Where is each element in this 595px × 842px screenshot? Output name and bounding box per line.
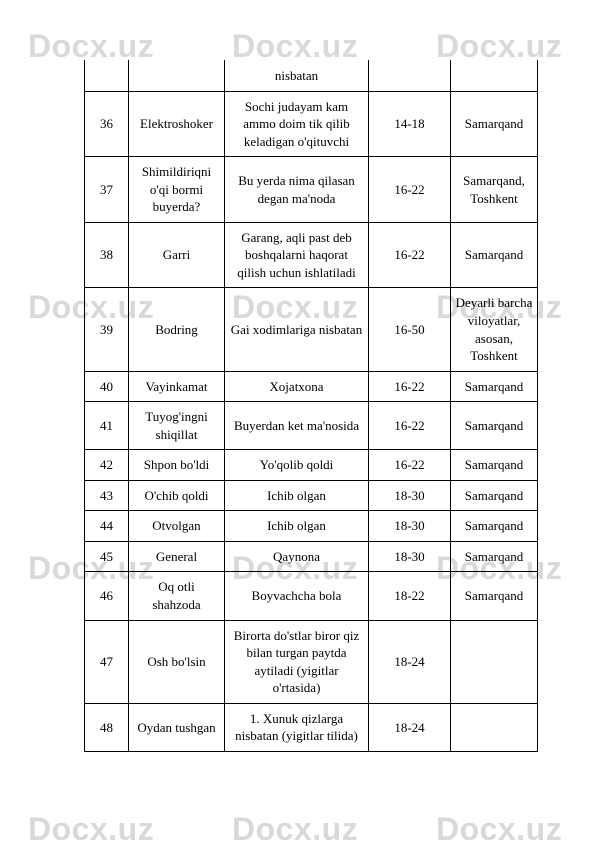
- cell-age: 16-22: [369, 157, 451, 223]
- table-row: 42 Shpon bo'ldi Yo'qolib qoldi 16-22 Sam…: [85, 450, 538, 481]
- cell-num: 45: [85, 541, 129, 572]
- table-row: 41 Tuyog'ingni shiqillat Buyerdan ket ma…: [85, 402, 538, 450]
- page-content: nisbatan 36 Elektroshoker Sochi judayam …: [0, 0, 595, 792]
- cell-age: 16-22: [369, 450, 451, 481]
- cell-region: [451, 620, 538, 703]
- cell-term: Vayinkamat: [129, 371, 225, 402]
- table-row: nisbatan: [85, 61, 538, 92]
- table-row: 43 O'chib qoldi Ichib olgan 18-30 Samarq…: [85, 480, 538, 511]
- cell-meaning: Garang, aqli past deb boshqalarni haqora…: [225, 222, 369, 288]
- cell-meaning: nisbatan: [225, 61, 369, 92]
- table-row: 45 General Qaynona 18-30 Samarqand: [85, 541, 538, 572]
- cell-num: 40: [85, 371, 129, 402]
- table-row: 39 Bodring Gai xodimlariga nisbatan 16-5…: [85, 288, 538, 371]
- cell-num: 42: [85, 450, 129, 481]
- table-row: 38 Garri Garang, aqli past deb boshqalar…: [85, 222, 538, 288]
- table-row: 37 Shimildiriqni o'qi bormi buyerda? Bu …: [85, 157, 538, 223]
- cell-num: 39: [85, 288, 129, 371]
- cell-num: [85, 61, 129, 92]
- cell-age: 16-50: [369, 288, 451, 371]
- cell-num: 43: [85, 480, 129, 511]
- cell-meaning: Buyerdan ket ma'nosida: [225, 402, 369, 450]
- cell-term: Shimildiriqni o'qi bormi buyerda?: [129, 157, 225, 223]
- cell-region: Samarqand: [451, 402, 538, 450]
- watermark: Docx.uz: [28, 811, 154, 842]
- cell-meaning: Ichib olgan: [225, 511, 369, 542]
- cell-age: 18-30: [369, 511, 451, 542]
- cell-meaning: Qaynona: [225, 541, 369, 572]
- cell-age: 18-30: [369, 541, 451, 572]
- cell-num: 48: [85, 703, 129, 751]
- cell-term: Otvolgan: [129, 511, 225, 542]
- cell-num: 38: [85, 222, 129, 288]
- cell-age: 18-22: [369, 572, 451, 620]
- cell-meaning: Ichib olgan: [225, 480, 369, 511]
- cell-region: [451, 61, 538, 92]
- cell-region: Samarqand: [451, 541, 538, 572]
- cell-num: 37: [85, 157, 129, 223]
- cell-age: 18-24: [369, 620, 451, 703]
- cell-num: 47: [85, 620, 129, 703]
- cell-age: 16-22: [369, 222, 451, 288]
- cell-term: Oq otli shahzoda: [129, 572, 225, 620]
- cell-age: 16-22: [369, 371, 451, 402]
- cell-region: Samarqand: [451, 450, 538, 481]
- vocabulary-table: nisbatan 36 Elektroshoker Sochi judayam …: [84, 60, 538, 752]
- cell-term: O'chib qoldi: [129, 480, 225, 511]
- table-row: 46 Oq otli shahzoda Boyvachcha bola 18-2…: [85, 572, 538, 620]
- cell-term: Elektroshoker: [129, 91, 225, 157]
- table-body: nisbatan 36 Elektroshoker Sochi judayam …: [85, 61, 538, 752]
- cell-region: Samarqand: [451, 222, 538, 288]
- cell-region: Deyarli barcha viloyatlar, asosan, Toshk…: [451, 288, 538, 371]
- cell-meaning: Yo'qolib qoldi: [225, 450, 369, 481]
- cell-age: 18-24: [369, 703, 451, 751]
- cell-term: General: [129, 541, 225, 572]
- cell-meaning: Birorta do'stlar biror qiz bilan turgan …: [225, 620, 369, 703]
- cell-region: Samarqand: [451, 371, 538, 402]
- cell-region: Samarqand: [451, 480, 538, 511]
- cell-term: Oydan tushgan: [129, 703, 225, 751]
- cell-num: 36: [85, 91, 129, 157]
- table-row: 40 Vayinkamat Xojatxona 16-22 Samarqand: [85, 371, 538, 402]
- cell-num: 46: [85, 572, 129, 620]
- table-row: 48 Oydan tushgan 1. Xunuk qizlarga nisba…: [85, 703, 538, 751]
- cell-num: 44: [85, 511, 129, 542]
- cell-region: Samarqand, Toshkent: [451, 157, 538, 223]
- cell-meaning: Bu yerda nima qilasan degan ma'noda: [225, 157, 369, 223]
- cell-age: [369, 61, 451, 92]
- cell-age: 16-22: [369, 402, 451, 450]
- watermark: Docx.uz: [232, 811, 358, 842]
- table-row: 47 Osh bo'lsin Birorta do'stlar biror qi…: [85, 620, 538, 703]
- table-row: 36 Elektroshoker Sochi judayam kam ammo …: [85, 91, 538, 157]
- watermark: Docx.uz: [436, 811, 562, 842]
- cell-meaning: Gai xodimlariga nisbatan: [225, 288, 369, 371]
- cell-meaning: Boyvachcha bola: [225, 572, 369, 620]
- cell-region: Samarqand: [451, 572, 538, 620]
- cell-region: Samarqand: [451, 91, 538, 157]
- cell-term: [129, 61, 225, 92]
- cell-region: Samarqand: [451, 511, 538, 542]
- cell-meaning: 1. Xunuk qizlarga nisbatan (yigitlar til…: [225, 703, 369, 751]
- table-row: 44 Otvolgan Ichib olgan 18-30 Samarqand: [85, 511, 538, 542]
- cell-region: [451, 703, 538, 751]
- cell-term: Garri: [129, 222, 225, 288]
- cell-age: 14-18: [369, 91, 451, 157]
- cell-term: Bodring: [129, 288, 225, 371]
- cell-term: Tuyog'ingni shiqillat: [129, 402, 225, 450]
- cell-term: Shpon bo'ldi: [129, 450, 225, 481]
- cell-age: 18-30: [369, 480, 451, 511]
- cell-meaning: Xojatxona: [225, 371, 369, 402]
- cell-term: Osh bo'lsin: [129, 620, 225, 703]
- cell-meaning: Sochi judayam kam ammo doim tik qilib ke…: [225, 91, 369, 157]
- cell-num: 41: [85, 402, 129, 450]
